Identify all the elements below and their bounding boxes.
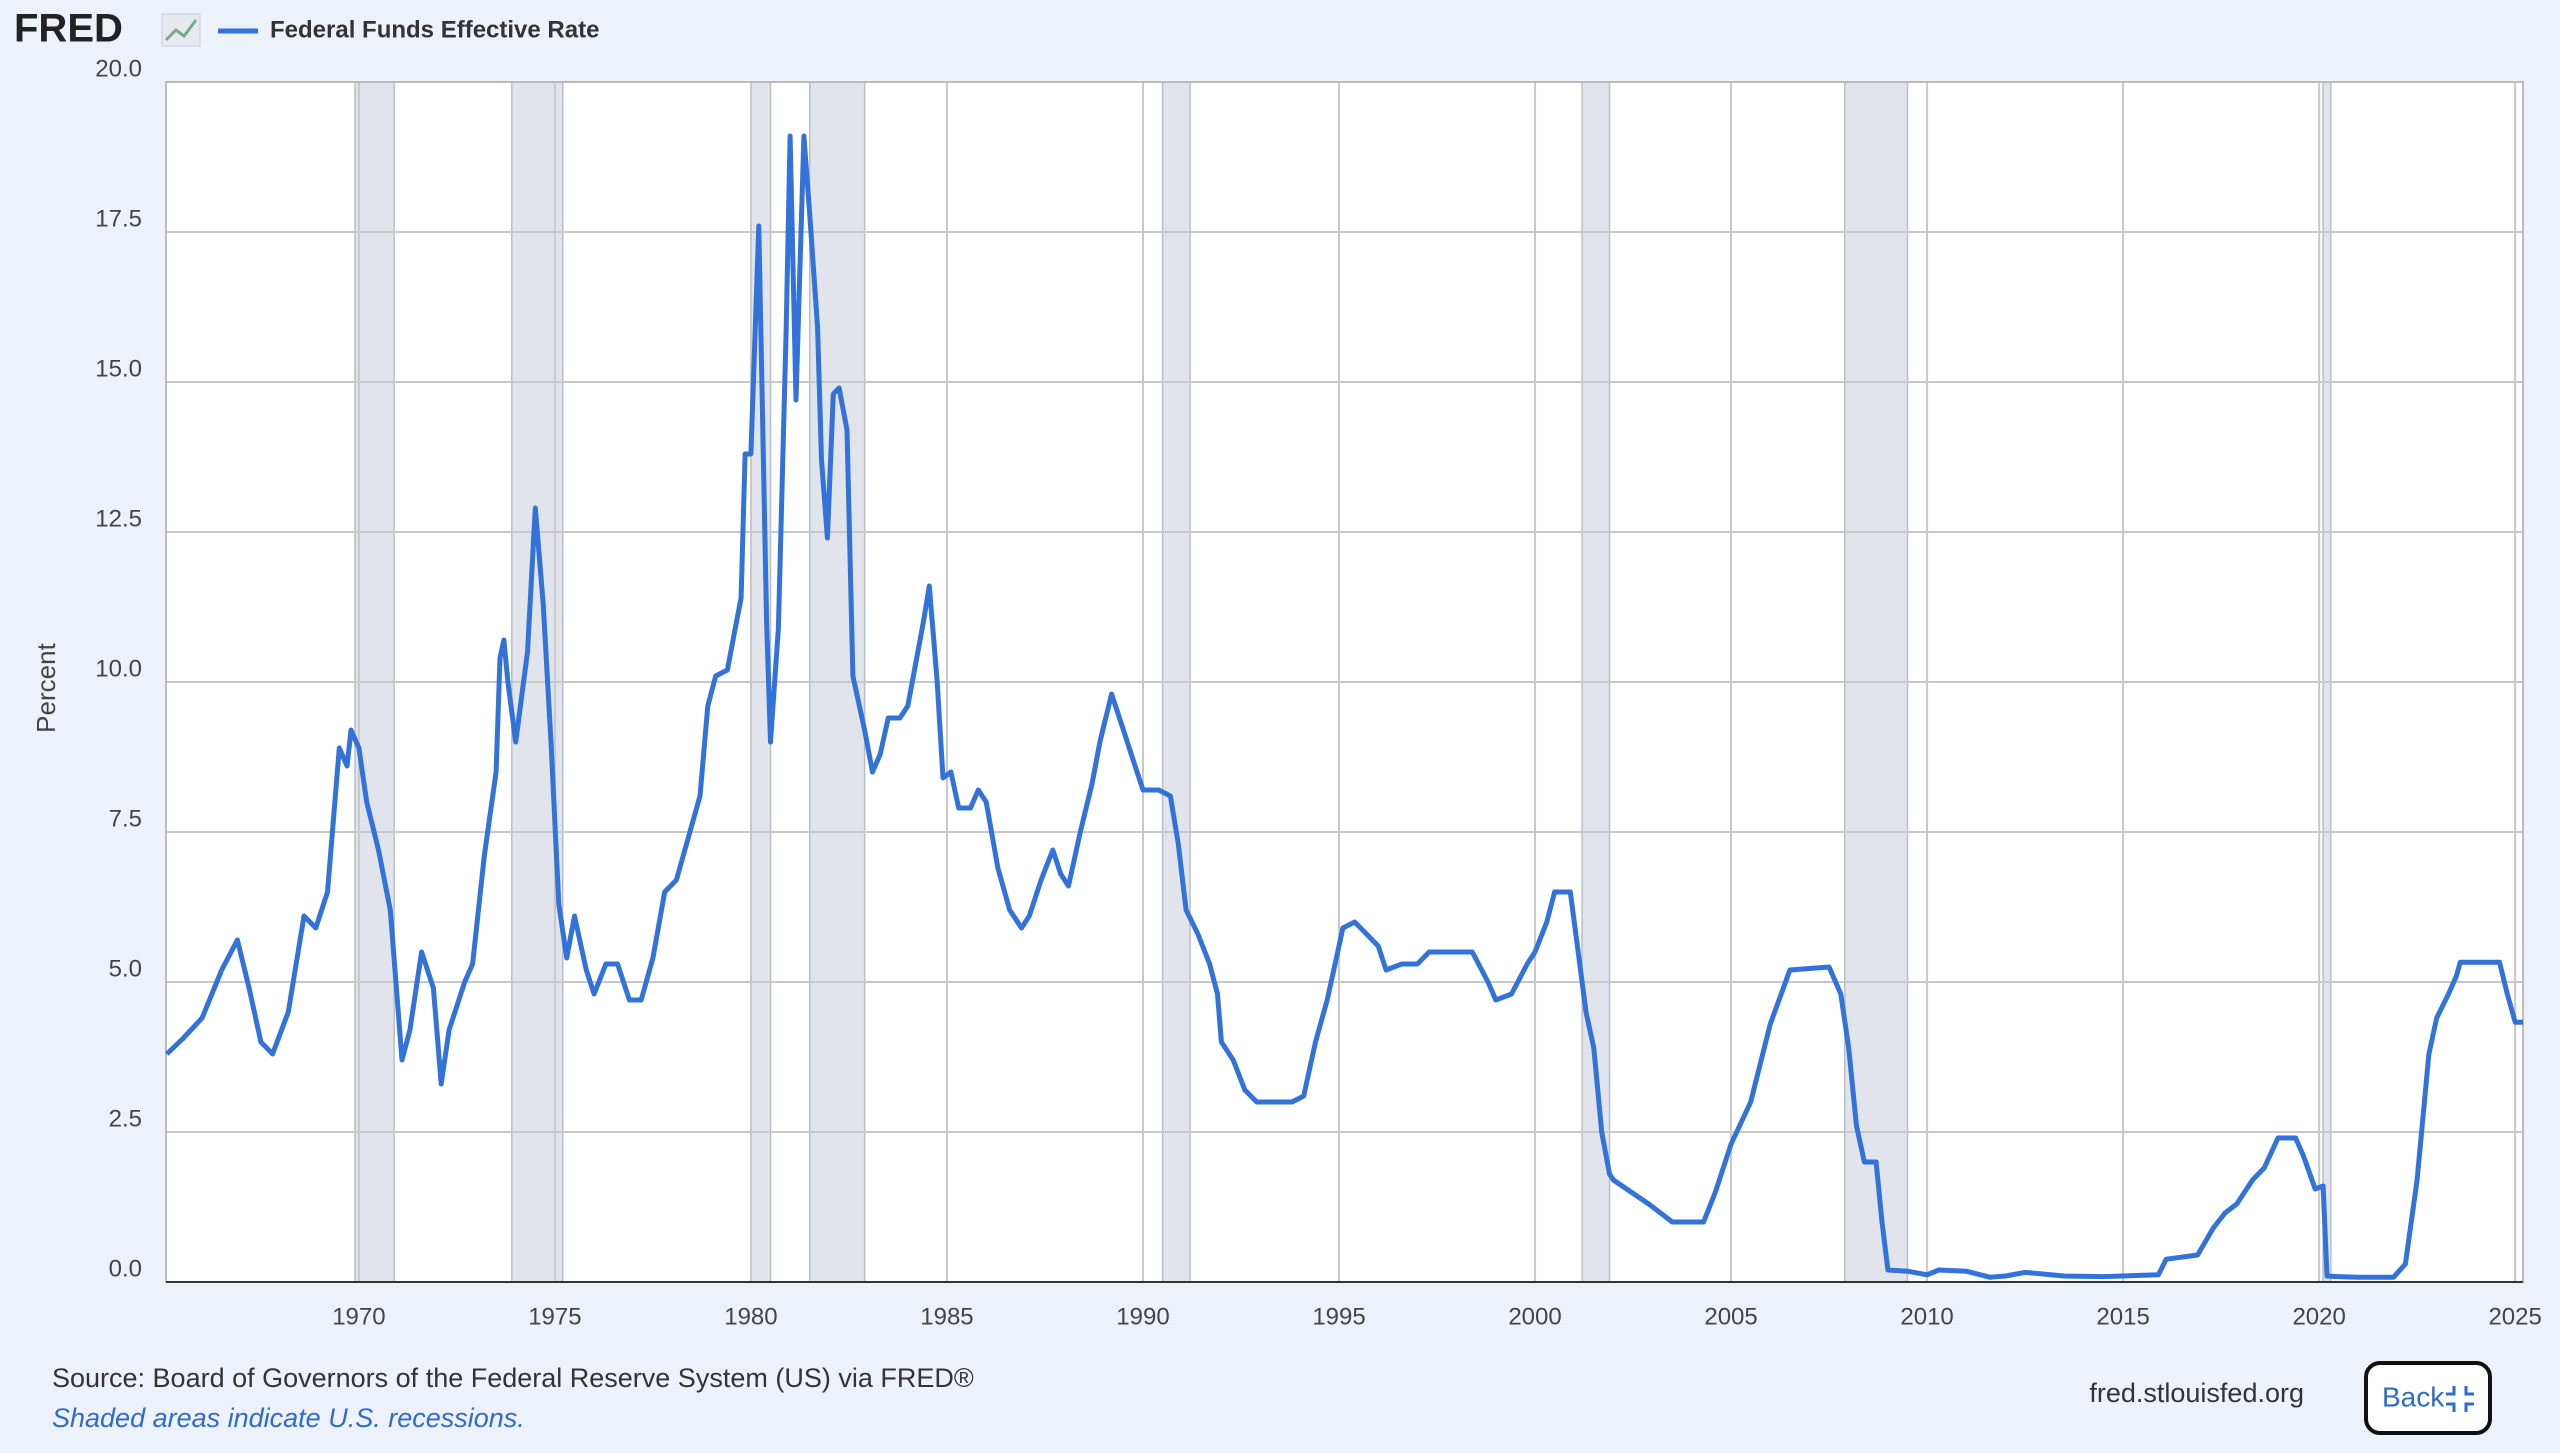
source: Source: Board of Governors of the Federa… — [52, 1363, 974, 1393]
x-tick-label: 2005 — [1704, 1303, 1757, 1330]
note: Shaded areas indicate U.S. recessions. — [52, 1403, 525, 1433]
x-tick-label: 1995 — [1312, 1303, 1365, 1330]
x-tick-label: 1975 — [528, 1303, 581, 1330]
y-tick-label: 10.0 — [95, 655, 142, 682]
x-tick-label: 1990 — [1116, 1303, 1169, 1330]
x-tick-label: 2020 — [2292, 1303, 2345, 1330]
site-url: fred.stlouisfed.org — [2089, 1378, 2304, 1408]
y-axis-label: Percent — [31, 642, 61, 732]
x-tick-label: 2015 — [2096, 1303, 2149, 1330]
y-tick-label: 20.0 — [95, 55, 142, 82]
y-tick-label: 12.5 — [95, 505, 142, 532]
legend-label: Federal Funds Effective Rate — [270, 16, 599, 43]
logo-icon — [161, 13, 201, 47]
x-tick-label: 1980 — [724, 1303, 777, 1330]
x-tick-label: 1985 — [920, 1303, 973, 1330]
back-button-frame[interactable] — [2364, 1361, 2492, 1435]
back-button-icon[interactable] — [2446, 1386, 2474, 1412]
x-tick-label: 1970 — [332, 1303, 385, 1330]
y-tick-label: 5.0 — [109, 955, 142, 982]
y-tick-label: 15.0 — [95, 355, 142, 382]
y-tick-label: 7.5 — [109, 805, 142, 832]
y-tick-label: 2.5 — [109, 1105, 142, 1132]
x-tick-label: 2025 — [2488, 1303, 2541, 1330]
x-tick-label: 2000 — [1508, 1303, 1561, 1330]
back-button-label[interactable]: Back — [2382, 1381, 2445, 1412]
x-tick-label: 2010 — [1900, 1303, 1953, 1330]
y-tick-label: 17.5 — [95, 205, 142, 232]
logo: FRED — [14, 7, 123, 51]
series-line — [165, 133, 2523, 1280]
back-button[interactable]: Back — [2364, 1361, 2492, 1435]
y-tick-label: 0.0 — [109, 1255, 142, 1282]
